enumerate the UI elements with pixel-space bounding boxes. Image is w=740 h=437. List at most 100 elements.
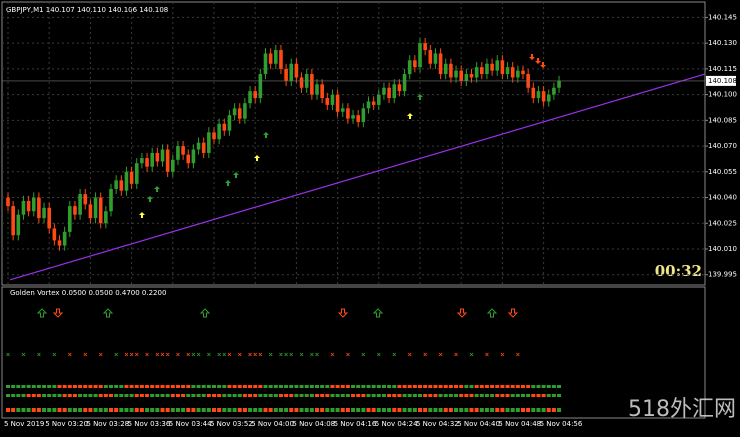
indicator-cross bbox=[423, 352, 427, 357]
y-tick-label: 140.115 bbox=[708, 65, 737, 73]
indicator-dash bbox=[546, 385, 551, 388]
indicator-arrow bbox=[36, 308, 48, 318]
indicator-dash bbox=[11, 385, 16, 388]
indicator-bar bbox=[464, 408, 469, 412]
indicator-bar bbox=[469, 408, 474, 412]
indicator-dash bbox=[273, 394, 278, 397]
x-tick-label: 5 Nov 04:40 bbox=[457, 420, 500, 428]
indicator-bar bbox=[500, 408, 505, 412]
indicator-bar bbox=[83, 408, 88, 412]
indicator-dash bbox=[392, 394, 397, 397]
candle-body bbox=[418, 43, 422, 68]
candle-body bbox=[392, 84, 397, 99]
indicator-bar bbox=[258, 408, 263, 412]
indicator-bar bbox=[376, 408, 381, 412]
indicator-dash bbox=[320, 385, 325, 388]
indicator-dash bbox=[268, 394, 273, 397]
indicator-dash bbox=[175, 385, 180, 388]
indicator-cross bbox=[361, 352, 366, 357]
indicator-arrow bbox=[52, 308, 64, 318]
indicator-dash bbox=[134, 394, 139, 397]
indicator-dash bbox=[351, 394, 356, 397]
indicator-dash bbox=[438, 394, 443, 397]
indicator-bar bbox=[36, 408, 41, 412]
indicator-dash bbox=[335, 385, 340, 388]
indicator-dash bbox=[6, 394, 10, 397]
indicator-dash bbox=[505, 394, 510, 397]
candle-body bbox=[382, 87, 386, 95]
indicator-dash bbox=[371, 385, 376, 388]
candle-body bbox=[289, 63, 294, 81]
indicator-dash bbox=[495, 385, 500, 388]
indicator-arrow bbox=[337, 308, 349, 318]
indicator-dash bbox=[93, 394, 98, 397]
indicator-cross bbox=[485, 352, 489, 357]
candle-body bbox=[119, 180, 124, 191]
indicator-dash bbox=[114, 385, 119, 388]
indicator-dash bbox=[47, 394, 52, 397]
indicator-dash bbox=[361, 394, 366, 397]
indicator-dash bbox=[536, 385, 541, 388]
x-tick-label: 5 Nov 2019 bbox=[4, 420, 44, 428]
indicator-dash bbox=[289, 394, 294, 397]
indicator-dash bbox=[129, 385, 134, 388]
candle-body bbox=[371, 101, 376, 105]
candle-body bbox=[201, 142, 206, 153]
indicator-dash bbox=[526, 394, 531, 397]
indicator-bar bbox=[21, 408, 26, 412]
indicator-cross bbox=[196, 352, 201, 357]
indicator-bar bbox=[387, 408, 392, 412]
indicator-dash bbox=[212, 385, 216, 388]
indicator-dash bbox=[93, 385, 98, 388]
indicator-dash bbox=[309, 394, 314, 397]
indicator-dash bbox=[299, 394, 304, 397]
indicator-dash bbox=[299, 385, 304, 388]
indicator-dash bbox=[72, 394, 77, 397]
candle-body bbox=[263, 53, 268, 75]
indicator-bar bbox=[170, 408, 175, 412]
indicator-dash bbox=[124, 385, 129, 388]
indicator-dash bbox=[242, 385, 247, 388]
indicator-bar bbox=[206, 408, 211, 412]
indicator-dash bbox=[412, 385, 417, 388]
indicator-bar bbox=[212, 408, 216, 412]
indicator-dash bbox=[78, 385, 83, 388]
signal-arrow bbox=[147, 196, 153, 202]
y-tick-label: 140.145 bbox=[708, 13, 737, 21]
candle-body bbox=[155, 152, 160, 162]
x-tick-label: 5 Nov 04:08 bbox=[292, 420, 335, 428]
candle-body bbox=[253, 91, 257, 99]
indicator-dash bbox=[397, 394, 402, 397]
indicator-dash bbox=[227, 394, 232, 397]
indicator-cross bbox=[222, 352, 227, 357]
indicator-bar bbox=[201, 408, 206, 412]
indicator-dash bbox=[531, 394, 536, 397]
indicator-dash bbox=[551, 385, 556, 388]
indicator-bar bbox=[371, 408, 376, 412]
indicator-bar bbox=[222, 408, 227, 412]
indicator-dash bbox=[52, 385, 57, 388]
indicator-bar bbox=[93, 408, 98, 412]
indicator-dash bbox=[557, 394, 562, 397]
indicator-bar bbox=[459, 408, 464, 412]
indicator-dash bbox=[464, 394, 469, 397]
indicator-bar bbox=[248, 408, 253, 412]
indicator-bar bbox=[129, 408, 134, 412]
indicator-dash bbox=[423, 385, 428, 388]
indicator-bar bbox=[237, 408, 242, 412]
candle-body bbox=[6, 197, 10, 207]
candle-body bbox=[68, 206, 72, 232]
indicator-dash bbox=[366, 394, 371, 397]
candle-body bbox=[171, 159, 175, 172]
indicator-bar bbox=[62, 408, 67, 412]
indicator-cross bbox=[191, 352, 196, 357]
candle-body bbox=[37, 197, 41, 219]
indicator-cross bbox=[160, 352, 165, 357]
indicator-dash bbox=[21, 394, 26, 397]
indicator-bar bbox=[42, 408, 47, 412]
signal-arrow bbox=[529, 54, 535, 60]
indicator-bar bbox=[510, 408, 515, 412]
indicator-dash bbox=[340, 385, 345, 388]
x-tick-label: 5 Nov 03:20 bbox=[45, 420, 88, 428]
indicator-bar bbox=[191, 408, 196, 412]
